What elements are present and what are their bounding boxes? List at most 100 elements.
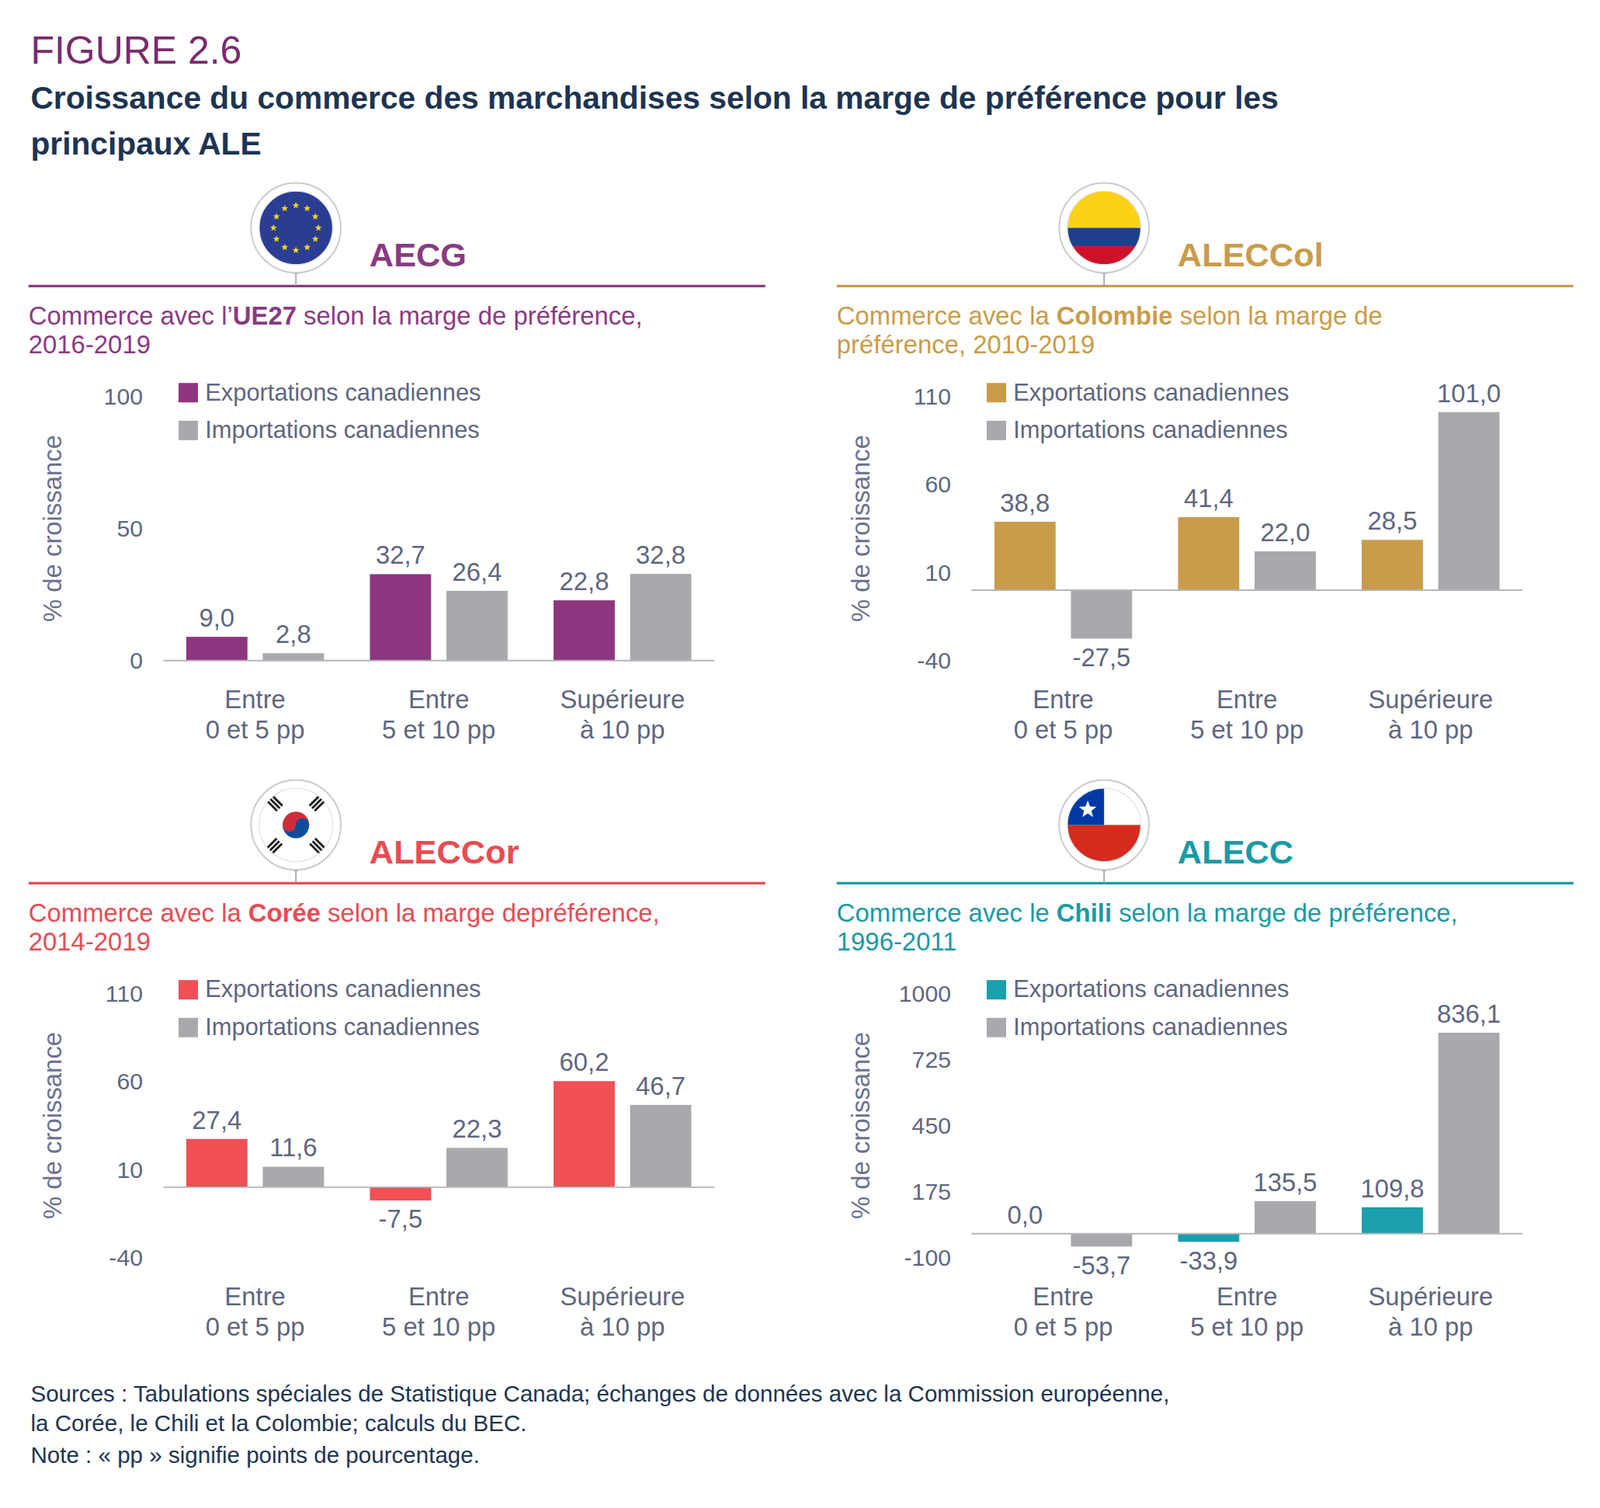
flag-star [281, 204, 289, 212]
bars [186, 573, 692, 661]
flag-star [281, 243, 289, 251]
chart-title: ALECCol [1177, 236, 1324, 274]
heading-rule [28, 284, 766, 288]
bar [1177, 1233, 1240, 1242]
chart-title: AECG [369, 236, 467, 274]
baseline [971, 589, 1523, 591]
flag-star [273, 212, 281, 220]
data-label: 41,4 [1183, 483, 1234, 513]
figure: FIGURE 2.6Croissance du commerce des mar… [0, 0, 1600, 1508]
bar [1254, 551, 1316, 591]
text-line: Entre [408, 1281, 470, 1311]
flag [259, 190, 334, 265]
text-line: Supérieure [1367, 1281, 1493, 1311]
bar [369, 1186, 431, 1201]
chart-subtitle: Commerce avec la Corée selon la marge de… [28, 898, 660, 956]
bar [630, 1104, 692, 1187]
data-label: -53,7 [1072, 1250, 1131, 1280]
data-label: -7,5 [378, 1204, 424, 1233]
legend-label: Exportations canadiennes [1013, 378, 1289, 407]
data-label: 26,4 [452, 557, 503, 587]
flag-edge [259, 787, 334, 862]
subtitle-part: Commerce avec la [28, 898, 249, 927]
y-tick-label: 60 [116, 1068, 143, 1094]
icon-stem [1103, 869, 1105, 883]
data-label: 0,0 [1006, 1200, 1043, 1229]
flag-star [303, 204, 311, 212]
flag-band [1067, 787, 1142, 825]
bar [994, 521, 1056, 591]
x-tick-label: Entre0 et 5 pp [1013, 1281, 1114, 1340]
figure-label: FIGURE 2.6 [30, 28, 242, 73]
flag-band [1067, 246, 1142, 265]
bar [1361, 539, 1423, 591]
legend-swatch [986, 420, 1007, 441]
bar [1177, 517, 1240, 591]
data-label: 32,8 [635, 540, 686, 570]
bar [262, 1166, 324, 1187]
data-label: 11,6 [269, 1132, 318, 1162]
text-line: AECG [369, 236, 467, 274]
icon-stem [295, 272, 297, 286]
data-label: 2,8 [275, 619, 312, 649]
subtitle-part: Commerce avec la [836, 301, 1057, 330]
data-label: 9,0 [198, 603, 235, 632]
bar [446, 1147, 508, 1187]
legend-label: Importations canadiennes [1013, 1013, 1288, 1041]
y-tick-label: 10 [924, 559, 951, 586]
data-label: 22,8 [559, 566, 610, 596]
text-line: Sources : Tabulations spéciales de Stati… [30, 1380, 1170, 1406]
y-tick-label: 725 [912, 1046, 951, 1073]
sources: Sources : Tabulations spéciales de Stati… [30, 1380, 1170, 1436]
y-tick-label: 0 [129, 647, 143, 674]
x-tick-label: Supérieureà 10 pp [559, 1281, 685, 1340]
chart-subtitle: Commerce avec l’UE27 selon la marge de p… [28, 301, 643, 359]
text-line: 0 et 5 pp [1013, 714, 1114, 744]
text-line: 5 et 10 pp [381, 714, 496, 744]
legend-swatch [178, 420, 198, 441]
y-tick-label: -40 [916, 647, 951, 674]
legend-swatch [178, 1017, 198, 1038]
flag-edge [1067, 190, 1142, 265]
text-line: Note : « pp » signifie points de pourcen… [30, 1441, 480, 1468]
bar [1361, 1207, 1423, 1234]
chart-subtitle: Commerce avec le Chili selon la marge de… [836, 898, 1458, 956]
text-line: Entre [1032, 685, 1094, 715]
y-tick-label: 175 [912, 1178, 951, 1205]
text-line: Supérieure [559, 1281, 685, 1311]
data-label: 27,4 [191, 1105, 242, 1135]
subtitle-part: Colombie [1056, 301, 1174, 330]
flag-star [312, 235, 320, 243]
y-tick-label: 50 [116, 515, 143, 542]
y-axis-label: % de croissance [38, 1031, 67, 1219]
bar [553, 1080, 615, 1187]
flag-icon [250, 183, 341, 287]
x-tick-label: Entre0 et 5 pp [1013, 685, 1114, 744]
x-tick-label: Entre0 et 5 pp [205, 685, 306, 744]
data-label: 38,8 [999, 488, 1050, 518]
icon-ring [1058, 183, 1149, 274]
bar [1438, 412, 1500, 591]
bar [262, 652, 324, 661]
chart-title: ALECCor [369, 832, 520, 871]
subtitle-part: préférence, 2010-2019 [836, 329, 1095, 359]
background [0, 0, 1600, 1507]
data-label: 22,0 [1260, 517, 1311, 547]
data-label: 32,7 [375, 540, 426, 570]
flag-icon [1058, 183, 1149, 287]
x-tick-label: Entre5 et 10 pp [381, 685, 496, 744]
flag [1067, 190, 1142, 265]
subtitle-part: 2016-2019 [28, 329, 151, 359]
text-line: FIGURE 2.6 [30, 28, 242, 73]
chart-subtitle: Commerce avec la Colombie selon la marge… [836, 301, 1383, 359]
subtitle-part: Commerce avec l’ [28, 301, 233, 330]
bars [994, 412, 1500, 639]
bar [186, 636, 248, 661]
legend-label: Exportations canadiennes [1013, 975, 1289, 1003]
taeguk [282, 818, 296, 832]
icon-ring [1058, 780, 1149, 871]
legend-label: Importations canadiennes [204, 1013, 480, 1041]
icon-ring [250, 780, 341, 871]
icon-stem [1103, 272, 1105, 286]
note: Note : « pp » signifie points de pourcen… [30, 1441, 480, 1468]
